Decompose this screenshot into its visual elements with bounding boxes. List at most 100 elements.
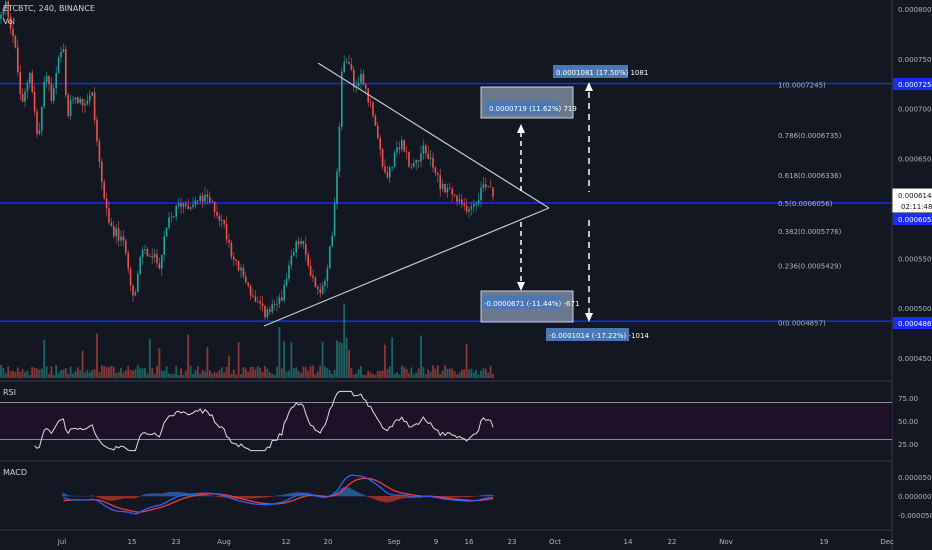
- volume-bar: [451, 368, 454, 378]
- macd-histogram-bar: [165, 492, 168, 497]
- volume-bar: [321, 341, 324, 378]
- candle-body: [122, 236, 125, 241]
- macd-histogram-bar: [129, 496, 132, 499]
- candle-body: [283, 285, 285, 301]
- candle-body: [391, 166, 393, 168]
- candle-body: [386, 172, 389, 178]
- triangle-upper-line[interactable]: [317, 62, 550, 209]
- macd-histogram-bar: [371, 496, 375, 499]
- volume-bar: [40, 368, 43, 378]
- candle-body: [225, 223, 228, 240]
- volume-bar: [331, 373, 334, 378]
- candle-body: [5, 1, 7, 9]
- volume-bar: [424, 374, 427, 378]
- candle-body: [432, 157, 434, 168]
- volume-bar: [216, 372, 218, 378]
- volume-bar: [31, 366, 34, 378]
- macd-histogram-bar: [143, 494, 147, 497]
- fib-levels: 1(0.0007245) 0.786(0.0006735) 0.618(0.0006…: [778, 81, 842, 327]
- macd-histogram-bar: [232, 496, 235, 499]
- candle-body: [165, 227, 168, 237]
- candle-body: [326, 268, 329, 281]
- candle-body: [149, 256, 151, 257]
- candle-body: [427, 153, 429, 159]
- candle-body: [48, 76, 50, 84]
- volume-bar: [468, 369, 470, 378]
- macd-line: [63, 474, 493, 515]
- macd-histogram-bar: [340, 488, 343, 497]
- macd-histogram-bar: [263, 496, 267, 498]
- macd-histogram-bar: [131, 496, 135, 499]
- candle-body: [139, 257, 141, 274]
- volume-bar: [50, 366, 53, 378]
- candle-body: [192, 204, 194, 208]
- top-level-price: 0.0007252: [898, 81, 932, 89]
- volume-bar: [403, 367, 406, 378]
- macd-histogram-bar: [268, 496, 271, 497]
- candle-body: [151, 256, 153, 258]
- candle-body: [302, 241, 305, 244]
- macd-histogram-bar: [100, 496, 103, 499]
- volume-bar: [223, 372, 226, 378]
- candle-body: [252, 295, 254, 297]
- macd-histogram-bar: [388, 496, 391, 503]
- macd-histogram-bar: [355, 491, 358, 497]
- macd-histogram-bar: [359, 493, 363, 497]
- fib-level-label: 0(0.0004857): [778, 319, 826, 327]
- candle-body: [331, 235, 333, 247]
- volume-bar: [482, 367, 485, 378]
- volume-bar: [319, 365, 322, 378]
- macd-histogram-bar: [460, 496, 463, 498]
- time-tick-label: 16: [465, 538, 474, 546]
- macd-histogram-bar: [88, 495, 91, 497]
- candle-body: [77, 97, 79, 103]
- volume-bar: [333, 369, 336, 378]
- volume-bar: [472, 372, 475, 378]
- triangle-lower-line[interactable]: [263, 207, 550, 327]
- volume-bar: [88, 372, 91, 378]
- time-axis[interactable]: Jul 15 23 Aug 12 20 Sep 9 16 23 Oct 14 22 Nov 19 Dec: [57, 538, 894, 546]
- upper-measure-label: 0.0000719 (11.62%) 719: [489, 105, 577, 113]
- volume-bar: [372, 373, 374, 378]
- volume-bar: [93, 369, 96, 378]
- arrow-up-icon: [517, 124, 525, 133]
- mid-level-price: 0.0006055: [898, 216, 932, 224]
- candle-body: [367, 88, 369, 103]
- volume-bar: [410, 367, 413, 378]
- volume-bar: [235, 374, 238, 378]
- lower-measure-label: -0.0000671 (-11.44%) -671: [484, 300, 579, 308]
- volume-bar: [156, 365, 158, 378]
- volume-bar: [160, 370, 163, 378]
- volume-bar: [256, 366, 259, 378]
- arrow-down-icon: [517, 282, 525, 291]
- macd-histogram-bar: [151, 493, 154, 497]
- candle-body: [29, 72, 31, 83]
- lower-target-label-bg: [546, 328, 629, 341]
- candle-body: [398, 147, 401, 150]
- macd-histogram-bar: [386, 496, 389, 503]
- volume-bar: [374, 374, 377, 378]
- volume-bar: [96, 333, 98, 378]
- macd-histogram-bar: [482, 494, 485, 497]
- volume-bar: [218, 370, 221, 378]
- macd-histogram-bar: [472, 496, 475, 497]
- fib-level-label: 0.5(0.0006056): [778, 200, 833, 208]
- volume-bar: [74, 371, 77, 378]
- candle-body: [175, 205, 177, 217]
- volume-bar: [165, 366, 168, 378]
- rsi-tick-label: 25.00: [898, 441, 918, 449]
- macd-histogram-bar: [367, 496, 370, 498]
- volume-bar: [420, 335, 422, 378]
- macd-histogram-bar: [122, 496, 125, 499]
- candle-body: [96, 119, 98, 142]
- volume-bar: [300, 372, 302, 378]
- volume-bar: [429, 371, 432, 378]
- volume-bar: [213, 372, 216, 378]
- volume-bar: [360, 366, 362, 378]
- volume-bar: [79, 370, 82, 378]
- volume-bar: [292, 368, 295, 378]
- volume-bar: [148, 338, 151, 378]
